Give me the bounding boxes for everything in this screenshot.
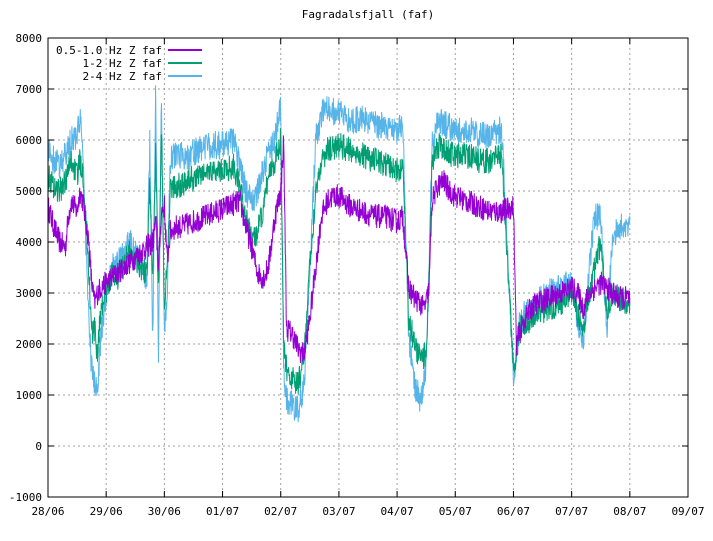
y-tick-label: 4000 (16, 236, 43, 249)
x-tick-label: 03/07 (322, 505, 355, 518)
legend-label: 2-4 Hz Z faf (83, 70, 162, 83)
y-tick-label: 2000 (16, 338, 43, 351)
x-tick-label: 06/07 (497, 505, 530, 518)
x-tick-label: 30/06 (148, 505, 181, 518)
x-tick-label: 02/07 (264, 505, 297, 518)
legend-label: 1-2 Hz Z faf (83, 57, 162, 70)
plot-frame (47, 37, 689, 498)
series-group (47, 85, 631, 423)
y-tick-label: 5000 (16, 185, 43, 198)
y-tick-label: 8000 (16, 32, 43, 45)
y-tick-label: 1000 (16, 389, 43, 402)
y-tick-label: -1000 (9, 491, 42, 504)
x-tick-label: 01/07 (206, 505, 239, 518)
x-tick-label: 05/07 (439, 505, 472, 518)
y-tick-label: 7000 (16, 83, 43, 96)
y-tick-label: 3000 (16, 287, 43, 300)
y-axis: -1000 0 1000 2000 3000 4000 5000 6000 7000 8000 (9, 32, 688, 504)
y-tick-label: 0 (35, 440, 42, 453)
x-axis: 28/06 29/06 30/06 01/07 02/07 03/07 04/07 05/07… (31, 38, 705, 518)
x-tick-label: 04/07 (381, 505, 414, 518)
series-line (47, 135, 631, 364)
x-tick-label: 29/06 (90, 505, 123, 518)
x-tick-label: 28/06 (31, 505, 64, 518)
x-tick-label: 08/07 (613, 505, 646, 518)
chart-title: Fagradalsfjall (faf) (302, 8, 434, 21)
y-tick-label: 6000 (16, 134, 43, 147)
x-tick-label: 07/07 (555, 505, 588, 518)
x-tick-label: 09/07 (671, 505, 704, 518)
legend-label: 0.5-1.0 Hz Z faf (56, 44, 162, 57)
series-line (47, 128, 631, 395)
